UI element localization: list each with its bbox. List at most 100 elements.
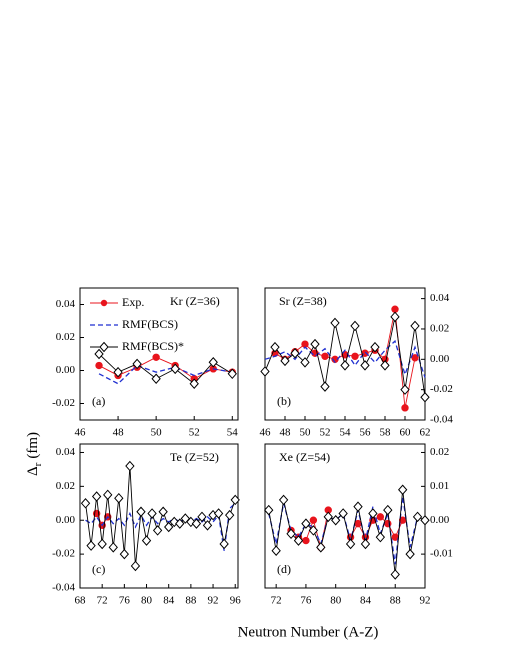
y-tick-label: 0.04 xyxy=(56,446,76,458)
data-point xyxy=(91,491,102,502)
series-line xyxy=(85,465,236,567)
data-point xyxy=(152,353,160,361)
panel-annotation: Xe (Z=54) xyxy=(279,450,330,464)
data-point xyxy=(264,504,274,516)
panel-annotation: Kr (Z=36) xyxy=(170,294,220,308)
x-tick-label: 48 xyxy=(280,427,292,439)
data-point xyxy=(290,347,300,359)
data-point xyxy=(353,501,363,512)
y-label-sub: r xyxy=(32,462,44,466)
data-point xyxy=(213,508,224,519)
data-point xyxy=(370,341,380,353)
data-point xyxy=(286,528,296,540)
data-point xyxy=(412,511,423,523)
data-point xyxy=(340,360,350,371)
data-point xyxy=(147,508,157,519)
data-point xyxy=(169,516,179,528)
data-point xyxy=(208,356,218,368)
data-point xyxy=(316,542,326,553)
data-point xyxy=(309,516,318,524)
x-tick-label: 80 xyxy=(330,595,342,607)
data-point xyxy=(141,535,152,546)
series-line xyxy=(268,489,426,575)
data-point xyxy=(293,535,304,546)
y-tick-label: -0.04 xyxy=(52,582,75,594)
data-point xyxy=(197,511,207,523)
x-tick-label: 84 xyxy=(163,595,175,607)
data-point xyxy=(320,381,330,392)
y-tick-label: 0.00 xyxy=(430,514,450,526)
data-point xyxy=(151,373,161,385)
data-point xyxy=(350,320,360,332)
data-point xyxy=(390,311,400,323)
data-point xyxy=(401,404,409,412)
data-point xyxy=(391,305,399,313)
x-axis-label: Neutron Number (A-Z) xyxy=(238,624,379,640)
x-tick-label: 60 xyxy=(400,427,412,439)
x-tick-label: 46 xyxy=(75,427,87,439)
data-point xyxy=(420,514,430,526)
x-tick-label: 88 xyxy=(390,595,402,607)
data-point xyxy=(125,460,135,472)
data-point xyxy=(86,540,96,551)
data-point xyxy=(113,366,123,378)
x-tick-label: 50 xyxy=(151,427,163,439)
x-tick-label: 84 xyxy=(360,595,372,607)
data-point xyxy=(345,538,356,550)
data-point xyxy=(360,360,370,371)
x-tick-label: 76 xyxy=(300,595,312,607)
legend-label: RMF(BCS) xyxy=(122,317,178,331)
y-label-unit: (fm) xyxy=(25,432,41,459)
legend-marker xyxy=(99,341,109,353)
data-point xyxy=(230,494,240,506)
x-tick-label: 54 xyxy=(340,427,352,439)
data-point xyxy=(330,317,340,329)
y-tick-label: 0.04 xyxy=(56,298,76,310)
data-point xyxy=(227,368,237,380)
data-point xyxy=(119,548,130,560)
x-tick-label: 52 xyxy=(320,427,331,439)
y-tick-label: 0.00 xyxy=(56,514,76,526)
data-point xyxy=(302,536,310,545)
data-point xyxy=(321,352,329,360)
data-point xyxy=(191,518,202,529)
plot-frame xyxy=(79,287,239,421)
data-point xyxy=(97,538,107,550)
x-tick-label: 92 xyxy=(208,595,219,607)
legend-label: Exp. xyxy=(122,295,144,309)
data-point xyxy=(376,513,385,521)
y-label-symbol: Δ xyxy=(25,466,41,476)
y-tick-label: 0.00 xyxy=(56,364,76,376)
data-point xyxy=(323,511,333,523)
data-point xyxy=(170,363,180,375)
data-point xyxy=(132,358,142,370)
x-tick-label: 62 xyxy=(420,427,431,439)
plot-frame xyxy=(79,443,239,589)
data-point xyxy=(260,366,270,377)
x-tick-label: 92 xyxy=(420,595,431,607)
series-line xyxy=(264,339,426,378)
data-point xyxy=(158,506,168,518)
x-tick-label: 80 xyxy=(141,595,153,607)
x-tick-label: 96 xyxy=(230,595,242,607)
y-tick-label: 0.02 xyxy=(56,480,75,492)
data-point xyxy=(368,508,378,519)
y-tick-label: 0.04 xyxy=(430,292,450,304)
y-axis-label: Δr (fm) xyxy=(25,432,43,476)
data-point xyxy=(390,569,400,580)
y-tick-label: -0.02 xyxy=(52,548,75,560)
data-point xyxy=(398,484,408,495)
legend-marker xyxy=(100,299,108,307)
x-tick-label: 76 xyxy=(119,595,131,607)
x-tick-label: 56 xyxy=(360,427,372,439)
legend-label: RMF(BCS)* xyxy=(122,339,184,353)
data-point xyxy=(405,548,415,560)
data-point xyxy=(95,361,103,370)
data-point xyxy=(175,518,185,529)
panel-label: (b) xyxy=(277,394,291,408)
series-line xyxy=(98,364,233,385)
data-point xyxy=(338,508,348,519)
panel-label: (c) xyxy=(92,562,105,576)
data-point xyxy=(271,545,281,556)
data-point xyxy=(152,525,163,536)
